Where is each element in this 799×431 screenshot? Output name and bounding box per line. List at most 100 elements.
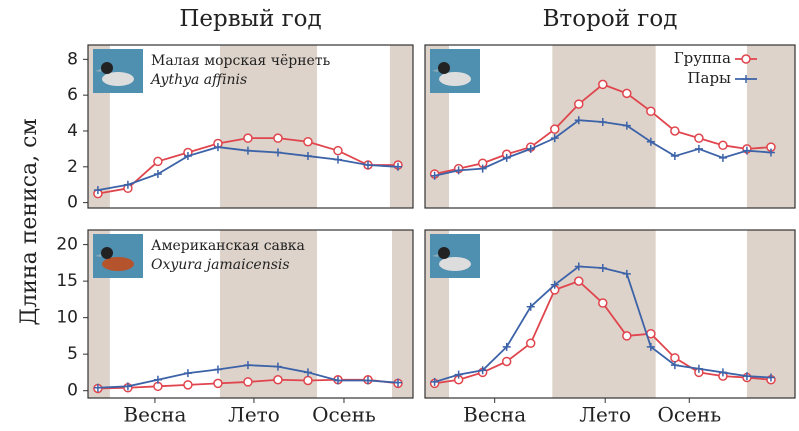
x-tick-label: Лето	[579, 403, 631, 427]
legend-marker	[742, 75, 750, 83]
marker	[123, 180, 132, 189]
marker	[525, 338, 536, 348]
marker	[273, 148, 282, 157]
marker	[742, 372, 751, 381]
marker	[574, 99, 584, 109]
marker	[243, 146, 252, 155]
marker	[333, 155, 342, 164]
marker	[646, 106, 656, 117]
marker	[454, 166, 463, 175]
duck-body	[439, 72, 471, 86]
marker	[363, 376, 372, 385]
marker	[273, 374, 283, 385]
marker	[670, 126, 680, 136]
marker	[646, 342, 655, 351]
duck-head	[101, 62, 113, 74]
duck-body	[439, 257, 471, 271]
marker	[598, 263, 607, 272]
marker	[430, 171, 439, 180]
marker	[622, 331, 632, 341]
marker	[243, 377, 253, 387]
marker	[598, 118, 607, 127]
season-band	[746, 45, 795, 208]
marker	[213, 378, 223, 389]
marker	[622, 269, 631, 278]
marker	[574, 276, 584, 286]
marker	[183, 380, 193, 390]
x-tick-label: Осень	[312, 403, 376, 427]
y-tick-label: 5	[67, 344, 78, 364]
marker	[153, 156, 163, 167]
species-latin: Aythya affinis	[149, 72, 247, 88]
y-tick-label: 6	[67, 85, 78, 105]
duck-bill	[95, 254, 101, 257]
marker	[718, 368, 727, 377]
marker	[694, 144, 703, 153]
duck-bill	[432, 69, 438, 72]
marker	[718, 140, 728, 151]
marker	[549, 124, 560, 134]
marker	[694, 364, 703, 373]
marker	[213, 143, 222, 152]
x-tick-label: Весна	[463, 403, 526, 427]
y-tick-label: 4	[67, 121, 78, 141]
marker	[718, 153, 727, 162]
season-band	[391, 230, 413, 398]
plot-frame	[424, 229, 796, 399]
y-tick-label: 0	[67, 193, 78, 213]
marker	[646, 137, 655, 146]
marker	[303, 136, 313, 147]
marker	[273, 133, 283, 143]
marker	[93, 186, 102, 195]
marker	[213, 365, 222, 374]
marker	[303, 375, 313, 386]
marker	[766, 373, 775, 382]
marker	[478, 366, 487, 375]
marker	[742, 146, 751, 155]
plot-frame	[87, 44, 414, 209]
marker	[550, 134, 559, 143]
marker	[303, 152, 312, 161]
plot-frame	[424, 44, 796, 209]
marker	[526, 302, 535, 311]
x-tick-label: Лето	[228, 403, 280, 427]
marker	[622, 121, 631, 130]
column-title: Второй год	[543, 6, 678, 32]
species-name: Малая морская чёрнеть	[151, 53, 331, 69]
marker	[574, 262, 583, 271]
season-band	[552, 45, 656, 208]
y-tick-label: 0	[67, 381, 78, 401]
legend-label: Группа	[674, 49, 731, 67]
legend-label: Пары	[687, 69, 731, 87]
marker	[670, 361, 679, 370]
marker	[393, 162, 402, 171]
marker	[363, 161, 372, 170]
plot-frame	[87, 229, 414, 399]
marker	[183, 152, 192, 161]
marker	[766, 148, 775, 157]
y-tick-label: 20	[56, 235, 78, 255]
marker	[598, 298, 608, 308]
marker	[670, 353, 680, 363]
x-tick-label: Осень	[657, 403, 721, 427]
duck-body	[102, 257, 134, 271]
marker	[502, 342, 511, 351]
duck-head	[438, 62, 450, 74]
y-tick-label: 2	[67, 157, 78, 177]
species-name: Американская савка	[151, 238, 305, 254]
x-tick-label: Весна	[123, 403, 186, 427]
marker	[526, 144, 535, 153]
marker	[123, 382, 132, 391]
legend-marker	[741, 54, 751, 64]
duck-head	[438, 247, 450, 259]
marker	[243, 361, 252, 370]
column-title: Первый год	[179, 6, 321, 32]
y-tick-label: 10	[56, 308, 78, 328]
marker	[550, 280, 559, 289]
species-latin: Oxyura jamaicensis	[151, 257, 290, 273]
marker	[93, 383, 102, 392]
y-axis-label: Длина пениса, см	[17, 118, 42, 325]
y-tick-label: 8	[67, 49, 78, 69]
